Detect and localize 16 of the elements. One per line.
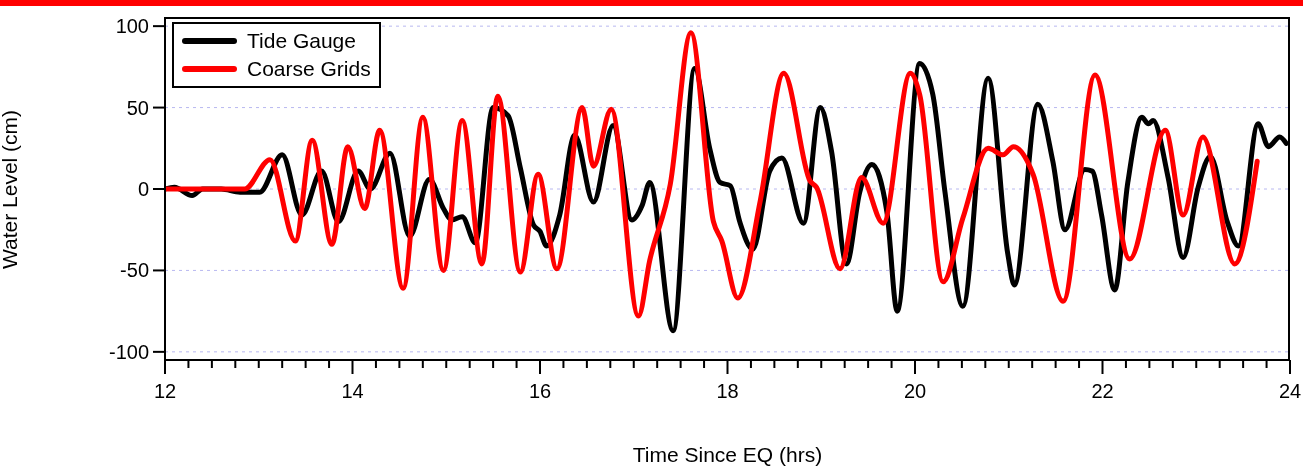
x-tick-label: 14 — [341, 380, 364, 402]
legend-label: Tide Gauge — [247, 28, 356, 54]
x-tick-label: 12 — [153, 380, 177, 402]
y-tick-label: -50 — [120, 259, 149, 282]
x-tick-label: 22 — [1091, 380, 1114, 402]
y-tick-label: 100 — [115, 15, 149, 38]
x-tick-label: 18 — [716, 380, 739, 402]
x-axis-title: Time Since EQ (hrs) — [632, 443, 823, 466]
y-tick-label: -100 — [108, 340, 149, 363]
x-tick-label: 20 — [903, 380, 927, 402]
y-tick-label: 0 — [137, 178, 149, 200]
x-tick-label: 16 — [528, 380, 552, 402]
y-axis-title: Water Level (cm) — [0, 109, 22, 269]
x-tick-label: 24 — [1278, 380, 1302, 402]
y-tick-label: 50 — [126, 96, 149, 119]
legend-label: Coarse Grids — [247, 56, 371, 82]
